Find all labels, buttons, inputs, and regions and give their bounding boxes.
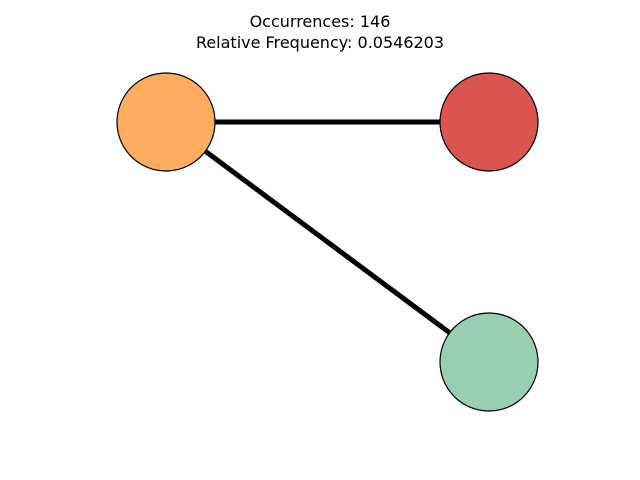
node-orange: [116, 72, 216, 172]
occurrences-label: Occurrences: 146: [249, 12, 391, 31]
edge-orange-green: [164, 119, 491, 365]
nodes-layer: [116, 72, 539, 412]
node-green: [439, 312, 539, 412]
relative-frequency-label: Relative Frequency: 0.0546203: [195, 33, 445, 52]
diagram-title: Occurrences: 146 Relative Frequency: 0.0…: [0, 11, 640, 53]
edges-layer: [164, 119, 491, 365]
node-red: [439, 72, 539, 172]
